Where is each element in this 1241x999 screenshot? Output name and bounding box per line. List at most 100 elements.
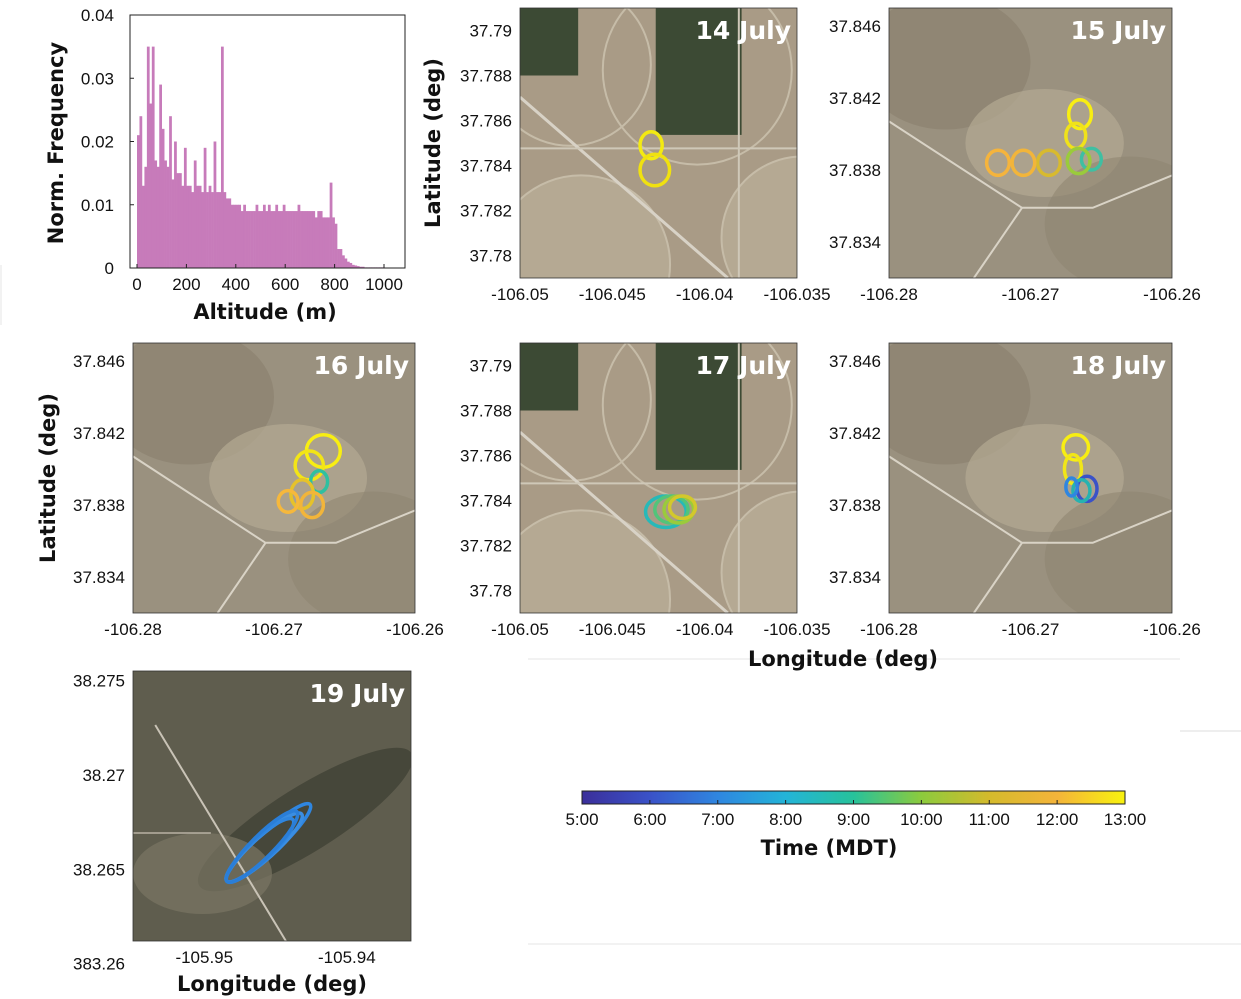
road (133, 455, 415, 544)
dark-field (655, 343, 742, 470)
histogram-bar (337, 249, 340, 268)
histogram-bar (351, 264, 355, 268)
y-axis-label: Latitude (deg) (421, 58, 445, 228)
brush-area (1044, 491, 1172, 613)
y-tick-label: 38.265 (73, 860, 125, 879)
shared-longitude-label: Longitude (deg) (748, 647, 938, 671)
flight-track (1061, 433, 1091, 462)
x-tick-label: -106.28 (860, 285, 918, 304)
altitude-histogram: 0 200 400 600 800 1000 0 0.01 0.02 0.03 0.04 Altit… (44, 6, 406, 324)
histogram-bar (181, 185, 185, 268)
histogram-bar (287, 211, 291, 268)
road (889, 120, 1172, 209)
histogram-bar (230, 204, 234, 268)
x-tick-label: -106.28 (860, 620, 918, 639)
pivot-field (520, 509, 672, 613)
flight-track (1065, 146, 1092, 176)
x-tick-label: -106.27 (1002, 285, 1060, 304)
brush-area (288, 491, 415, 613)
map-panel: 14 July -106.05 -106.045 -106.04 -106.035 37.… (421, 7, 831, 304)
histogram-bar (146, 46, 150, 269)
histogram-bar (282, 204, 286, 268)
y-tick-label: 37.834 (73, 568, 125, 587)
histogram-bar (361, 266, 365, 268)
histogram-bar (319, 211, 323, 268)
x-tick-label: -106.04 (676, 620, 734, 639)
pivot-field (601, 343, 793, 501)
y-tick-label: 37.788 (460, 67, 512, 86)
map-panel: 16 July -106.28 -106.27 -106.26 37.834 37.838… (36, 342, 444, 639)
y-tick-label: 37.786 (460, 112, 512, 131)
histogram-bar (233, 204, 237, 268)
map-frame (519, 7, 798, 279)
y-axis-label: Latitude (deg) (36, 393, 60, 563)
y-tick-label: 0 (105, 259, 114, 278)
pivot-field (520, 8, 652, 147)
histogram-bar (304, 211, 308, 268)
y-tick-label: 0.01 (81, 196, 114, 215)
histogram-bar (285, 211, 288, 268)
map-frame (132, 342, 416, 614)
satellite-background (889, 8, 1172, 278)
panel-date-label: 19 July (310, 679, 405, 708)
histogram-bar (275, 204, 279, 268)
flight-track (224, 809, 300, 885)
x-tick-label: -106.26 (1143, 285, 1201, 304)
y-tick-label: 37.846 (829, 352, 881, 371)
x-tick-label: -106.05 (491, 620, 549, 639)
satellite-background (133, 343, 415, 613)
x-axis-label: Longitude (deg) (177, 972, 367, 996)
road (154, 724, 287, 941)
y-tick-label: 37.842 (829, 424, 881, 443)
x-tick-label: -106.27 (1002, 620, 1060, 639)
pivot-field (720, 155, 797, 278)
map-panel: 17 July -106.05 -106.045 -106.04 -106.035 37.… (460, 342, 831, 639)
flight-track (1071, 478, 1092, 504)
y-tick-label: 37.784 (460, 157, 512, 176)
histogram-bar (196, 185, 200, 268)
colorbar-tick-label: 12:00 (1036, 810, 1079, 829)
x-tick-label: -106.26 (386, 620, 444, 639)
histogram-bar (193, 160, 197, 268)
histogram-bar (327, 217, 330, 268)
histogram-bar (144, 166, 148, 268)
histogram-bar (243, 204, 246, 268)
histogram-bar (354, 265, 358, 268)
pivot-field (520, 343, 652, 482)
map-panel: 15 July -106.28 -106.27 -106.26 37.834 37.838… (829, 7, 1201, 304)
y-tick-label: 37.78 (469, 247, 512, 266)
histogram-bar (159, 84, 162, 268)
x-tick-label: -105.94 (318, 948, 376, 967)
histogram-bar (141, 185, 145, 268)
histogram-bar (272, 211, 276, 268)
flight-track (984, 148, 1012, 178)
colorbar-tick-label: 10:00 (900, 810, 943, 829)
flight-track (1010, 148, 1037, 178)
flight-track (1066, 98, 1094, 131)
time-colorbar: 5:00 6:00 7:00 8:00 9:00 10:00 11:00 12:00 13:00… (565, 790, 1146, 860)
histogram-bar (332, 217, 335, 268)
histogram-bar (174, 141, 177, 268)
histogram-bar (137, 135, 140, 268)
histogram-bar (139, 116, 143, 268)
road (520, 430, 729, 613)
histogram-bar (290, 211, 293, 268)
dark-field (520, 8, 579, 76)
y-tick-label: 37.786 (460, 447, 512, 466)
x-tick-label: -106.045 (579, 620, 646, 639)
y-tick-label: 383.26 (73, 955, 125, 974)
histogram-bar (265, 211, 269, 268)
satellite-background (520, 343, 797, 613)
x-tick-label: -106.035 (763, 285, 830, 304)
y-tick-label: 37.846 (829, 17, 881, 36)
histogram-bar (203, 147, 207, 268)
y-tick-label: 37.834 (829, 568, 881, 587)
y-tick-label: 38.275 (73, 671, 125, 690)
histogram-bar (314, 217, 318, 268)
x-tick-label: 800 (320, 275, 348, 294)
histogram-bar (223, 192, 227, 268)
histogram-bar (218, 192, 222, 268)
histogram-ticks: 0 200 400 600 800 1000 0 0.01 0.02 0.03 0.04 (81, 6, 403, 294)
flight-track (1079, 146, 1103, 172)
y-tick-label: 37.78 (469, 582, 512, 601)
